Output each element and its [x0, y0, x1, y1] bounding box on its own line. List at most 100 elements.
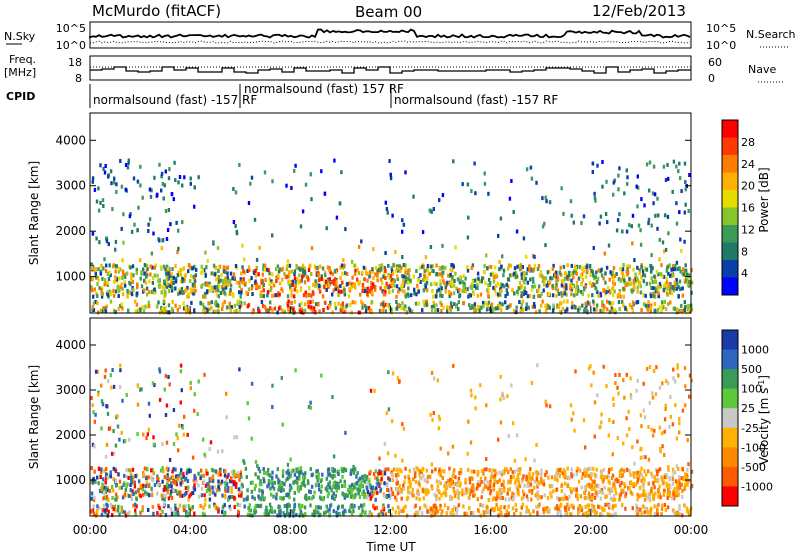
heatmap-cell: [184, 492, 187, 497]
heatmap-cell: [307, 304, 310, 309]
heatmap-cell: [508, 487, 511, 492]
heatmap-cell: [414, 479, 418, 484]
heatmap-cell: [181, 425, 184, 430]
heatmap-cell: [519, 511, 522, 516]
heatmap-cell: [128, 510, 131, 515]
heatmap-cell: [601, 479, 605, 484]
heatmap-cell: [321, 294, 325, 299]
heatmap-cell: [488, 468, 491, 473]
heatmap-cell: [684, 477, 687, 481]
heatmap-cell: [578, 265, 582, 269]
heatmap-cell: [358, 476, 362, 481]
heatmap-cell: [520, 302, 523, 307]
heatmap-cell: [432, 304, 435, 309]
heatmap-cell: [383, 481, 386, 486]
heatmap-cell: [271, 484, 274, 489]
heatmap-cell: [544, 473, 547, 477]
heatmap-cell: [623, 191, 626, 196]
heatmap-cell: [167, 208, 171, 212]
heatmap-cell: [223, 480, 227, 485]
heatmap-cell: [332, 509, 335, 514]
heatmap-cell: [357, 271, 361, 276]
heatmap-cell: [656, 508, 659, 513]
heatmap-cell: [404, 275, 407, 280]
heatmap-cell: [214, 288, 218, 293]
heatmap-cell: [337, 301, 340, 306]
heatmap-cell: [180, 468, 183, 473]
heatmap-cell: [372, 247, 375, 252]
colorbar-frame: [721, 329, 739, 507]
heatmap-cell: [301, 274, 304, 279]
heatmap-cell: [651, 433, 655, 438]
heatmap-cell: [292, 480, 295, 485]
heatmap-cell: [285, 183, 288, 188]
heatmap-cell: [493, 478, 496, 483]
heatmap-cell: [197, 379, 200, 384]
heatmap-cell: [684, 202, 687, 207]
heatmap-cell: [156, 304, 159, 309]
heatmap-cell: [602, 467, 606, 472]
heatmap-cell: [520, 294, 523, 299]
heatmap-cell: [235, 229, 238, 234]
heatmap-cell: [169, 493, 172, 498]
heatmap-cell: [341, 469, 344, 474]
heatmap-cell: [441, 274, 444, 279]
heatmap-cell: [122, 273, 125, 278]
heatmap-cell: [572, 487, 575, 492]
heatmap-cell: [330, 280, 334, 284]
heatmap-cell: [105, 304, 108, 309]
heatmap-cell: [439, 282, 442, 287]
heatmap-cell: [120, 226, 123, 231]
heatmap-cell: [601, 184, 604, 189]
heatmap-cell: [685, 304, 689, 309]
heatmap-cell: [310, 246, 314, 251]
heatmap-cell: [228, 504, 231, 509]
heatmap-cell: [604, 475, 607, 479]
heatmap-cell: [151, 493, 154, 498]
heatmap-cell: [649, 508, 652, 513]
heatmap-cell: [424, 284, 427, 289]
heatmap-cell: [503, 469, 506, 474]
heatmap-cell: [243, 257, 246, 262]
heatmap-cell: [410, 309, 414, 314]
heatmap-cell: [678, 478, 681, 483]
heatmap-cell: [186, 513, 190, 518]
heatmap-cell: [394, 453, 397, 458]
heatmap-cell: [142, 309, 146, 313]
heatmap-cell: [390, 269, 394, 274]
heatmap-cell: [522, 270, 525, 275]
heatmap-cell: [262, 467, 265, 471]
heatmap-cell: [664, 379, 668, 384]
heatmap-cell: [440, 512, 443, 516]
heatmap-cell: [395, 306, 399, 311]
heatmap-cell: [338, 511, 342, 516]
heatmap-cell: [225, 415, 228, 420]
heatmap-cell: [587, 508, 591, 513]
heatmap-cell: [327, 491, 330, 496]
heatmap-cell: [361, 286, 365, 291]
heatmap-cell: [163, 485, 166, 490]
heatmap-cell: [393, 283, 396, 288]
heatmap-cell: [109, 169, 113, 174]
heatmap-cell: [106, 379, 110, 384]
heatmap-cell: [341, 280, 344, 285]
heatmap-cell: [248, 508, 251, 513]
heatmap-cell: [233, 303, 236, 308]
heatmap-cell: [437, 414, 441, 419]
heatmap-cell: [480, 469, 484, 473]
heatmap-cell: [167, 496, 171, 501]
heatmap-cell: [162, 488, 165, 493]
heatmap-cell: [621, 473, 625, 478]
heatmap-cell: [132, 492, 135, 496]
heatmap-cell: [400, 306, 403, 311]
heatmap-cell: [555, 284, 558, 289]
heatmap-cell: [391, 288, 395, 293]
heatmap-cell: [285, 470, 288, 475]
heatmap-cell: [283, 504, 286, 508]
heatmap-cell: [109, 373, 112, 378]
heatmap-cell: [165, 475, 168, 480]
heatmap-cell: [433, 492, 436, 497]
heatmap-cell: [674, 489, 678, 494]
heatmap-cell: [437, 479, 441, 484]
heatmap-cell: [131, 467, 135, 472]
